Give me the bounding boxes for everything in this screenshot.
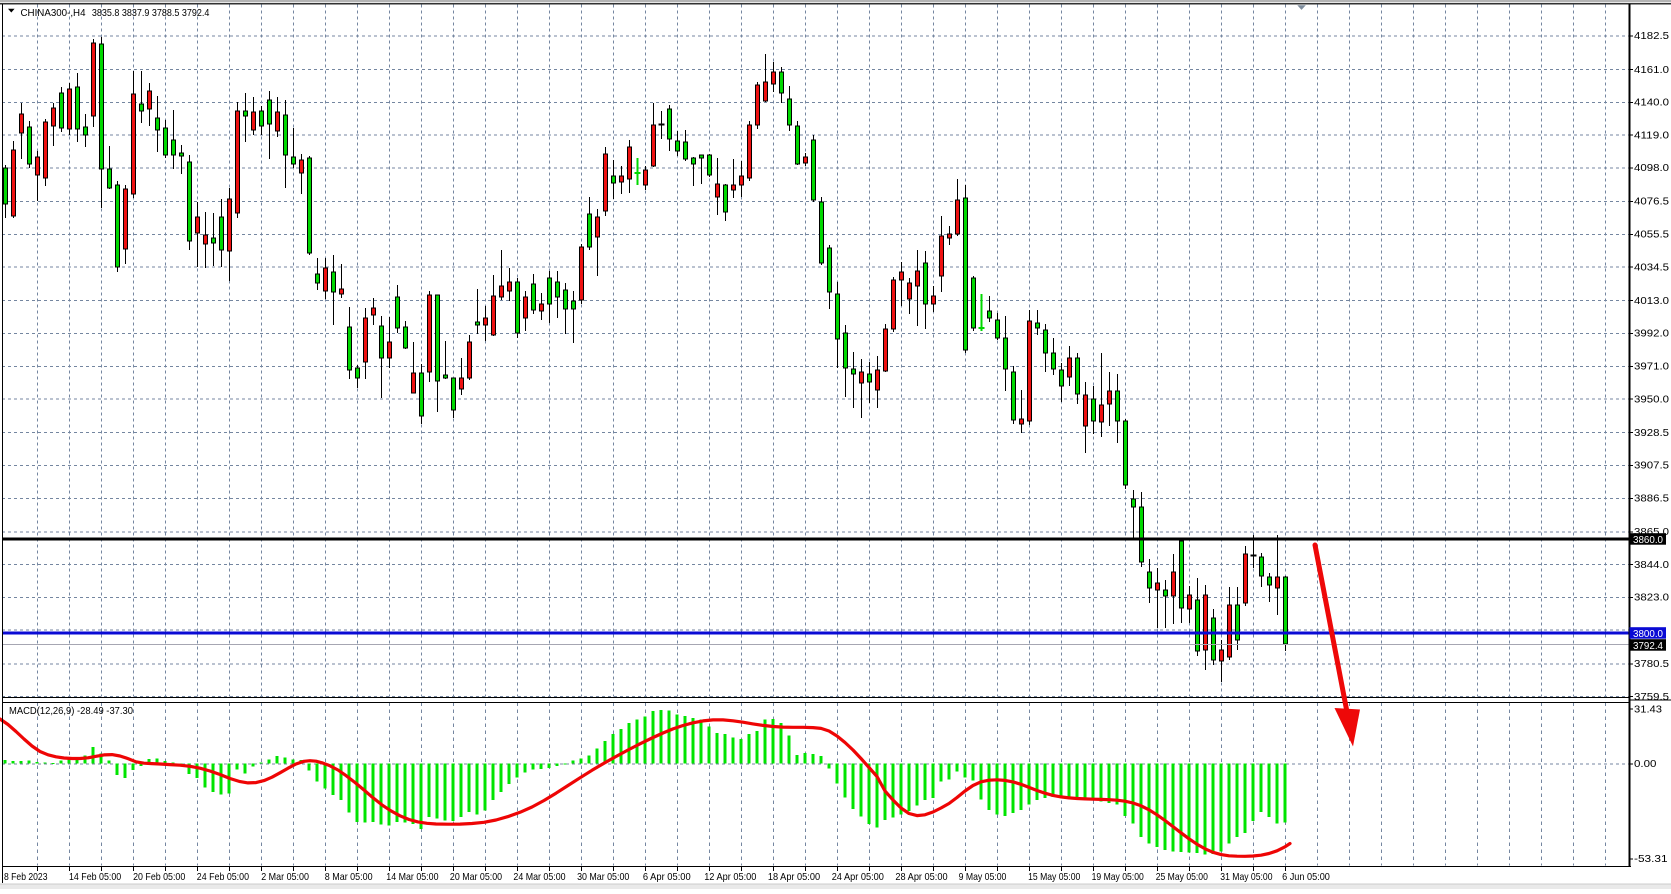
svg-text:4161.0: 4161.0: [1634, 64, 1669, 76]
svg-text:3844.0: 3844.0: [1634, 559, 1669, 571]
svg-text:4140.0: 4140.0: [1634, 97, 1669, 109]
svg-text:4076.5: 4076.5: [1634, 196, 1669, 208]
svg-text:3759.5: 3759.5: [1634, 691, 1669, 703]
svg-text:2 Mar 05:00: 2 Mar 05:00: [261, 871, 309, 883]
svg-text:24 Apr 05:00: 24 Apr 05:00: [832, 871, 884, 883]
svg-text:14 Mar 05:00: 14 Mar 05:00: [386, 871, 438, 883]
svg-text:3792.4: 3792.4: [1633, 640, 1663, 652]
svg-text:3907.5: 3907.5: [1634, 460, 1669, 472]
svg-text:31.43: 31.43: [1634, 703, 1662, 715]
svg-text:4034.5: 4034.5: [1634, 261, 1669, 273]
svg-text:MACD(12,26,9) -28.49 -37.30: MACD(12,26,9) -28.49 -37.30: [9, 705, 133, 717]
svg-text:25 May 05:00: 25 May 05:00: [1156, 871, 1208, 883]
svg-text:CHINA300-,H4: CHINA300-,H4: [21, 7, 86, 19]
svg-text:3950.0: 3950.0: [1634, 393, 1669, 405]
svg-text:18 Apr 05:00: 18 Apr 05:00: [768, 871, 820, 883]
svg-text:3992.0: 3992.0: [1634, 328, 1669, 340]
svg-text:3835.8 3837.9 3788.5 3792.4: 3835.8 3837.9 3788.5 3792.4: [92, 7, 210, 19]
svg-text:6 Apr 05:00: 6 Apr 05:00: [643, 871, 691, 883]
svg-text:3928.5: 3928.5: [1634, 427, 1669, 439]
svg-text:14 Feb 05:00: 14 Feb 05:00: [69, 871, 121, 883]
svg-text:31 May 05:00: 31 May 05:00: [1220, 871, 1272, 883]
svg-text:19 May 05:00: 19 May 05:00: [1092, 871, 1144, 883]
svg-text:-53.31: -53.31: [1634, 853, 1668, 865]
svg-text:4119.0: 4119.0: [1634, 129, 1669, 141]
svg-text:8 Feb 2023: 8 Feb 2023: [4, 871, 48, 883]
svg-text:3800.0: 3800.0: [1633, 628, 1663, 640]
svg-text:4055.5: 4055.5: [1634, 229, 1669, 241]
svg-text:3971.0: 3971.0: [1634, 361, 1669, 373]
svg-text:3823.0: 3823.0: [1634, 592, 1669, 604]
svg-text:4098.0: 4098.0: [1634, 162, 1669, 174]
svg-text:3886.5: 3886.5: [1634, 493, 1669, 505]
svg-text:0.00: 0.00: [1634, 758, 1657, 770]
svg-text:15 May 05:00: 15 May 05:00: [1028, 871, 1080, 883]
svg-text:28 Apr 05:00: 28 Apr 05:00: [895, 871, 947, 883]
svg-text:20 Mar 05:00: 20 Mar 05:00: [450, 871, 502, 883]
svg-text:3860.0: 3860.0: [1633, 534, 1663, 546]
svg-text:30 Mar 05:00: 30 Mar 05:00: [577, 871, 629, 883]
svg-text:6 Jun 05:00: 6 Jun 05:00: [1282, 871, 1330, 883]
svg-text:24 Feb 05:00: 24 Feb 05:00: [197, 871, 249, 883]
svg-text:24 Mar 05:00: 24 Mar 05:00: [513, 871, 565, 883]
svg-text:4013.0: 4013.0: [1634, 295, 1669, 307]
svg-text:12 Apr 05:00: 12 Apr 05:00: [704, 871, 756, 883]
svg-text:4182.5: 4182.5: [1634, 30, 1669, 42]
svg-text:20 Feb 05:00: 20 Feb 05:00: [133, 871, 185, 883]
svg-text:3780.5: 3780.5: [1634, 658, 1669, 670]
svg-text:9 May 05:00: 9 May 05:00: [959, 871, 1007, 883]
svg-text:8 Mar 05:00: 8 Mar 05:00: [325, 871, 373, 883]
